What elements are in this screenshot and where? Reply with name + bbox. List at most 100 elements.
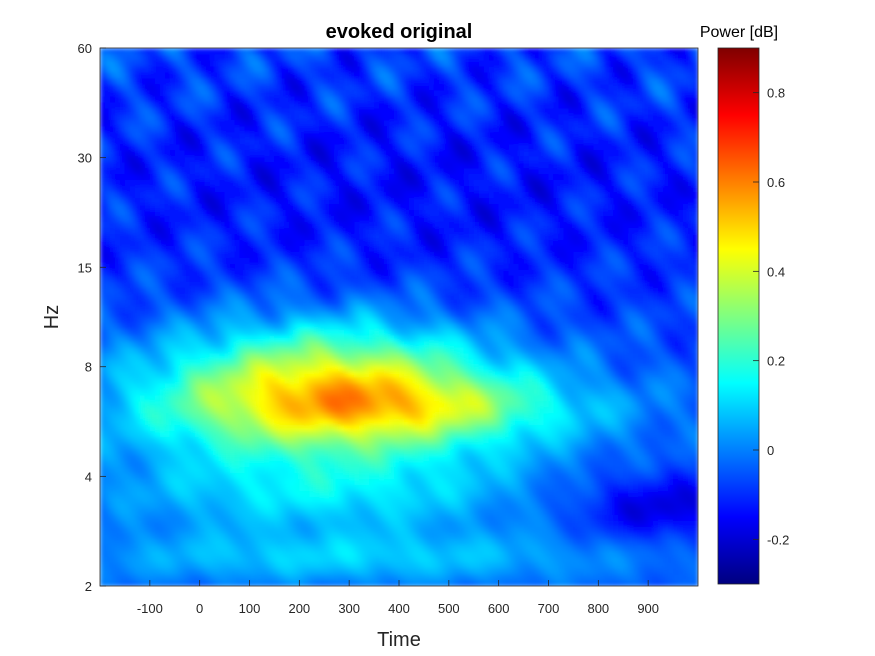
heatmap-cell [234,173,241,181]
heatmap-cell [100,376,106,384]
heatmap-cell [204,490,211,497]
heatmap-cell [209,179,216,187]
heatmap-cell [100,418,106,426]
heatmap-cell [109,478,116,485]
heatmap-cell [209,119,216,127]
heatmap-cell [174,550,181,557]
heatmap-cells [100,48,698,586]
heatmap-cell [109,203,116,210]
heatmap-cell [219,233,226,240]
heatmap-cell [289,508,295,515]
heatmap-cell [164,454,171,462]
heatmap-cell [194,436,201,444]
heatmap-cell [109,119,116,127]
heatmap-cell [259,382,266,390]
heatmap-cell [299,215,305,222]
heatmap-cell [349,580,355,586]
heatmap-cell [109,107,116,115]
heatmap-cell [229,155,236,163]
heatmap-cell [209,215,216,222]
heatmap-cell [249,388,256,396]
heatmap-cell [229,245,236,252]
heatmap-cell [309,514,315,521]
heatmap-cell [274,191,280,199]
heatmap-cell [114,65,121,73]
heatmap-cell [364,496,370,503]
heatmap-cell [104,71,111,79]
heatmap-cell [174,526,181,533]
heatmap-cell [164,358,171,366]
heatmap-cell [164,484,171,491]
heatmap-cell [239,352,246,360]
heatmap-cell [284,257,290,264]
heatmap-cell [174,161,181,169]
heatmap-cell [124,580,131,586]
heatmap-cell [304,556,310,563]
heatmap-cell [164,161,171,169]
heatmap-cell [364,287,370,294]
heatmap-cell [234,466,241,474]
heatmap-cell [199,257,206,264]
heatmap-cell [264,550,271,557]
heatmap-cell [139,436,146,444]
heatmap-cell [294,508,300,515]
heatmap-cell [209,502,216,509]
heatmap-cell [214,388,221,396]
heatmap-cell [294,83,300,91]
heatmap-cell [229,263,236,270]
heatmap-cell [149,538,156,545]
heatmap-cell [179,418,186,426]
heatmap-cell [339,556,345,563]
heatmap-cell [359,197,365,205]
heatmap-cell [104,95,111,103]
heatmap-cell [114,334,121,342]
heatmap-cell [244,496,251,503]
heatmap-cell [104,311,111,318]
heatmap-cell [134,197,141,205]
heatmap-cell [149,406,156,414]
heatmap-cell [194,364,201,372]
heatmap-cell [149,48,156,55]
heatmap-cell [204,502,211,509]
heatmap-cell [204,185,211,193]
heatmap-cell [179,556,186,563]
heatmap-cell [174,143,181,151]
heatmap-cell [199,544,206,551]
heatmap-cell [149,556,156,563]
heatmap-cell [264,203,271,210]
heatmap-cell [229,281,236,288]
heatmap-cell [149,185,156,193]
heatmap-cell [254,460,261,468]
heatmap-cell [189,574,196,581]
heatmap-cell [169,89,176,97]
heatmap-cell [134,161,141,169]
heatmap-cell [179,281,186,288]
heatmap-cell [289,562,295,569]
heatmap-cell [114,269,121,276]
heatmap-cell [109,490,116,497]
heatmap-cell [159,550,166,557]
heatmap-cell [204,424,211,432]
heatmap-cell [164,71,171,79]
heatmap-cell [289,580,295,586]
heatmap-cell [244,424,251,432]
heatmap-cell [374,317,380,324]
heatmap-cell [194,107,201,115]
heatmap-cell [109,48,116,55]
heatmap-cell [334,448,340,456]
heatmap-cell [349,137,355,145]
heatmap-cell [319,412,325,420]
heatmap-cell [334,77,340,85]
heatmap-cell [114,167,121,175]
heatmap-cell [284,143,290,151]
heatmap-cell [329,526,335,533]
heatmap-cell [249,59,256,67]
heatmap-cell [179,580,186,586]
heatmap-cell [369,257,375,264]
heatmap-cell [209,322,216,330]
heatmap-cell [294,478,300,485]
heatmap-cell [364,484,370,491]
heatmap-cell [189,352,196,360]
heatmap-cell [279,436,285,444]
heatmap-cell [174,340,181,348]
